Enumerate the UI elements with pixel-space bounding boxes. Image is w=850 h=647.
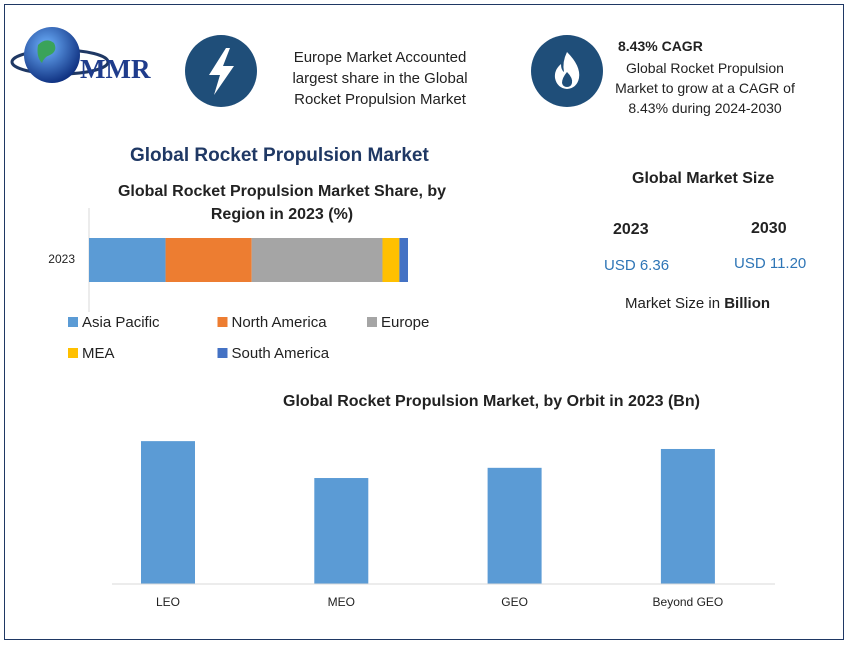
info-line: Europe Market Accounted xyxy=(293,49,467,66)
logo-land xyxy=(37,40,56,63)
bar-segment xyxy=(165,238,252,282)
cagr-line: Global Rocket Propulsion xyxy=(626,60,784,76)
cagr-line: Market to grow at a CAGR of xyxy=(615,80,795,96)
bar-segment xyxy=(251,238,383,282)
unit-prefix: Market Size in xyxy=(625,295,721,312)
legend-swatch xyxy=(367,317,377,327)
bar-segment xyxy=(89,238,166,282)
market-size-title: Global Market Size xyxy=(632,170,775,187)
bar xyxy=(141,441,195,584)
bar-segment xyxy=(399,238,408,282)
legend-label: Asia Pacific xyxy=(82,314,160,331)
bar xyxy=(660,448,715,584)
legend-label: South America xyxy=(232,345,330,362)
cagr-block: Global Rocket Propulsion Market to grow … xyxy=(600,58,810,118)
flame-inner xyxy=(562,72,573,87)
logo-globe xyxy=(24,27,80,83)
bolt-icon xyxy=(209,48,234,95)
x-tick-label: GEO xyxy=(501,595,528,609)
main-title: Global Rocket Propulsion Market xyxy=(130,145,429,166)
chart-title: Global Rocket Propulsion Market Share, b… xyxy=(117,183,447,223)
x-tick-label: MEO xyxy=(328,595,355,609)
cagr-title: 8.43% CAGR xyxy=(618,38,703,54)
y-tick-label: 2023 xyxy=(48,252,75,266)
legend-swatch xyxy=(217,348,228,358)
bar-segment xyxy=(382,238,400,282)
x-tick-label: LEO xyxy=(156,595,180,609)
info-block: Europe Market Accounted largest share in… xyxy=(270,47,490,110)
info-line: largest share in the Global xyxy=(292,70,468,87)
unit: Billion xyxy=(724,295,771,312)
unit-note: Market Size in Billion xyxy=(625,295,770,312)
chart-title: Global Rocket Propulsion Market, by Orbi… xyxy=(283,393,700,410)
legend-swatch xyxy=(68,348,78,358)
cagr-line: 8.43% during 2024-2030 xyxy=(628,100,782,116)
year: 2030 xyxy=(751,220,787,237)
legend-label: North America xyxy=(232,314,328,331)
logo-text: MMR xyxy=(80,54,151,84)
legend-label: MEA xyxy=(82,345,115,362)
legend-label: Europe xyxy=(381,314,429,331)
legend-swatch xyxy=(68,317,78,327)
year: 2023 xyxy=(613,221,649,238)
market-value: USD 11.20 xyxy=(734,255,807,272)
bar xyxy=(487,467,542,584)
market-value: USD 6.36 xyxy=(604,257,670,274)
x-tick-label: Beyond GEO xyxy=(653,595,724,609)
flame-icon xyxy=(554,52,580,89)
legend-swatch xyxy=(217,317,228,327)
info-line: Rocket Propulsion Market xyxy=(294,91,466,108)
frame xyxy=(4,4,844,640)
bar xyxy=(314,478,369,584)
